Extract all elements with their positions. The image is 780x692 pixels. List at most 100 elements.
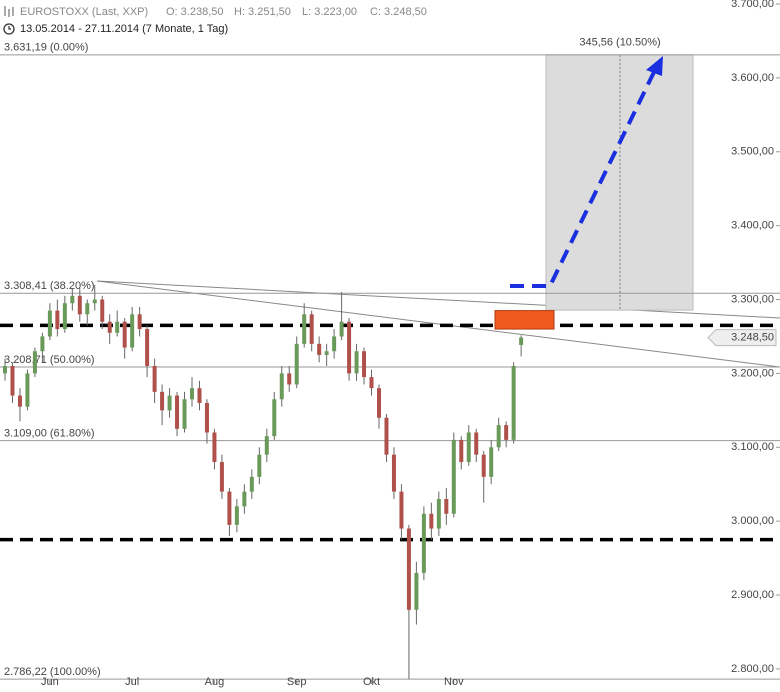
header-icon (4, 6, 6, 16)
x-tick-label: Jun (41, 676, 59, 688)
high: H: 3.251,50 (234, 6, 291, 18)
candle-body (406, 528, 411, 610)
candle-body (309, 314, 314, 344)
header: EUROSTOXX (Last, XXP) O: 3.238,50 H: 3.2… (3, 6, 427, 35)
candle-body (145, 329, 150, 367)
y-tick-label: 2.900,00 (731, 589, 774, 601)
level-label: 2.786,22 (100.00%) (4, 666, 101, 678)
y-tick-label: 3.000,00 (731, 515, 774, 527)
candle-body (362, 351, 367, 378)
y-tick-label: 3.100,00 (731, 441, 774, 453)
candle-body (511, 366, 516, 440)
candle-body (421, 513, 426, 573)
y-tick-label: 3.500,00 (731, 146, 774, 158)
candle-body (302, 314, 307, 344)
candle-body (234, 506, 239, 525)
candle-body (399, 491, 404, 529)
low: L: 3.223,00 (302, 6, 357, 18)
candle-body (317, 343, 322, 355)
candle-body (519, 337, 524, 345)
candle-body (85, 303, 90, 315)
candle-body (10, 366, 15, 396)
candle-body (17, 395, 22, 407)
candle-body (227, 491, 232, 525)
candle-body (474, 432, 479, 455)
last-price-label: 3.248,50 (731, 331, 774, 343)
open: O: 3.238,50 (166, 6, 224, 18)
candle-body (167, 395, 172, 411)
candle-body (436, 498, 441, 529)
candle-body (115, 321, 120, 333)
candle-body (160, 391, 165, 411)
trend-line (96, 280, 780, 319)
candle-body (77, 295, 82, 315)
candle-body (496, 425, 501, 448)
x-tick-label: Jul (125, 676, 139, 688)
target-arrow (510, 69, 657, 288)
candle-body (3, 366, 7, 374)
x-tick-label: Okt (363, 676, 380, 688)
candle-body (489, 447, 494, 477)
candle-body (264, 436, 269, 455)
clock-icon (8, 26, 11, 30)
y-tick-label: 3.600,00 (731, 72, 774, 84)
clock-icon (3, 23, 15, 35)
x-tick-label: Nov (444, 676, 464, 688)
close: C: 3.248,50 (370, 6, 427, 18)
instrument: EUROSTOXX (Last, XXP) (20, 6, 148, 18)
candle-body (152, 366, 157, 392)
candle-body (204, 402, 209, 433)
x-tick-label: Sep (287, 676, 307, 688)
candle-body (182, 399, 187, 429)
candle-body (332, 336, 337, 352)
candle-body (354, 351, 359, 374)
y-tick-label: 2.800,00 (731, 663, 774, 675)
candle-body (257, 454, 262, 477)
candle-body (175, 395, 180, 429)
candle-body (444, 498, 449, 514)
candle-body (391, 454, 396, 492)
candle-body (130, 314, 135, 348)
y-tick-label: 3.200,00 (731, 367, 774, 379)
candle-body (377, 388, 381, 418)
candle-body (70, 295, 75, 304)
candle-body (294, 343, 299, 385)
candle-body (40, 336, 45, 352)
candle-body (429, 513, 434, 529)
y-tick-label: 3.400,00 (731, 220, 774, 232)
level-label: 3.631,19 (0.00%) (4, 42, 88, 54)
candle-body (459, 439, 464, 463)
candle-body (25, 373, 30, 407)
candle-body (347, 321, 352, 374)
entry-zone (494, 310, 555, 330)
candle-body (339, 321, 344, 337)
date-range: 13.05.2014 - 27.11.2014 (7 Monate, 1 Tag… (20, 23, 228, 35)
header-icon (8, 9, 10, 17)
candle-body (100, 299, 105, 322)
candle-body (324, 351, 329, 355)
last-price-tag (707, 329, 777, 347)
candle-body (219, 462, 224, 492)
candle-body (369, 377, 374, 389)
level-label: 3.208,71 (50.00%) (4, 354, 95, 366)
candle-body (242, 491, 247, 507)
candle-body (137, 314, 142, 330)
candle-body (272, 399, 277, 437)
header-icon (12, 7, 14, 16)
target-arrow-head (646, 56, 663, 76)
candle-body (107, 321, 112, 333)
candle-body (481, 454, 486, 477)
candle-body (55, 310, 60, 330)
candle-body (32, 351, 37, 374)
level-label: 3.109,00 (61.80%) (4, 428, 95, 440)
candle-body (249, 476, 254, 492)
candle-body (414, 572, 419, 610)
candle-body (451, 439, 456, 514)
candle-body (62, 303, 67, 330)
x-tick-label: Aug (205, 676, 225, 688)
projection-label: 345,56 (10.50%) (579, 37, 660, 49)
candle-body (212, 432, 217, 463)
trend-line (96, 280, 780, 368)
